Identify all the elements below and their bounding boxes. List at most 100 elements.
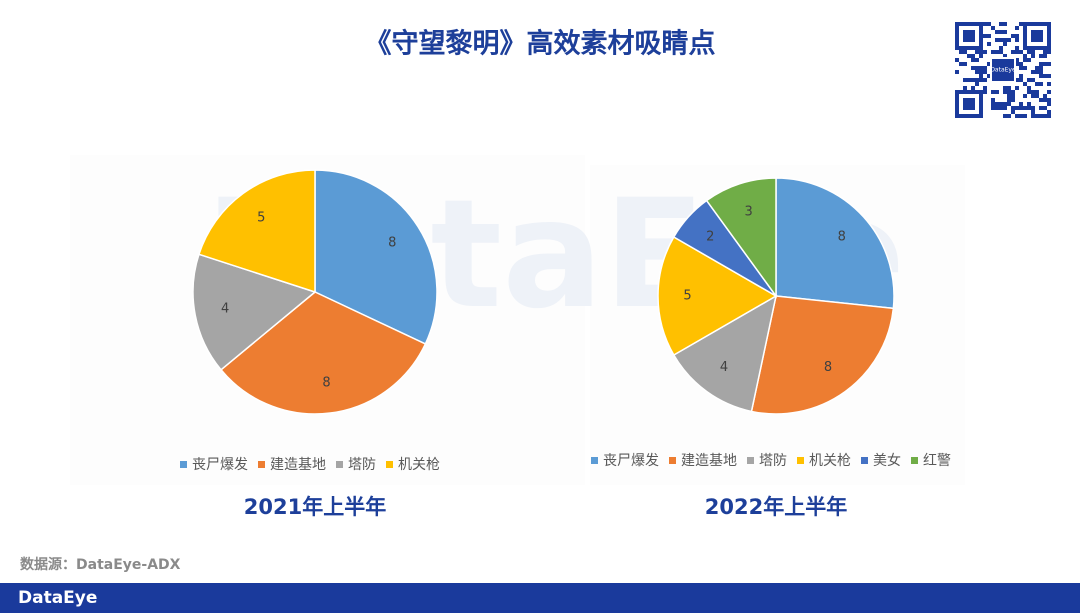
qr-cell (1003, 86, 1007, 90)
page-title: 《守望黎明》高效素材吸睛点 (365, 28, 716, 60)
qr-cell (1047, 114, 1051, 118)
qr-cell (1011, 106, 1015, 110)
qr-cell (1027, 50, 1031, 54)
legend-label: 红警 (923, 453, 951, 469)
data-label: 5 (683, 289, 691, 304)
qr-cell (1015, 34, 1019, 38)
qr-cell (987, 22, 991, 26)
qr-cell (1003, 22, 1007, 26)
legend-label: 机关枪 (809, 452, 851, 469)
qr-cell (1047, 74, 1051, 78)
qr-cell (1039, 66, 1043, 70)
qr-cell (1031, 110, 1035, 114)
qr-cell (1003, 102, 1007, 106)
qr-cell (987, 62, 991, 66)
qr-cell (975, 82, 979, 86)
qr-cell (979, 50, 983, 54)
legend-swatch (180, 461, 187, 468)
qr-cell (1047, 62, 1051, 66)
qr-cell (999, 102, 1003, 106)
qr-code: DataEye (955, 22, 1051, 118)
qr-cell (1019, 106, 1023, 110)
qr-cell (1035, 114, 1039, 118)
pie-slice (750, 295, 895, 415)
pie-slice (775, 177, 895, 310)
qr-cell (1023, 106, 1027, 110)
data-label: 8 (824, 360, 832, 375)
qr-cell (999, 106, 1003, 110)
qr-cell (1023, 54, 1027, 58)
legend-swatch (336, 461, 343, 468)
qr-cell (1019, 66, 1023, 70)
qr-cell (975, 50, 979, 54)
qr-cell (1039, 82, 1043, 86)
qr-cell (1031, 54, 1035, 58)
legend-label: 机关枪 (398, 456, 440, 473)
qr-cell (1039, 74, 1043, 78)
qr-cell (1019, 102, 1023, 106)
qr-cell (995, 90, 999, 94)
qr-cell (1043, 62, 1047, 66)
qr-cell (1027, 86, 1031, 90)
qr-cell (979, 78, 983, 82)
qr-cell (1039, 54, 1043, 58)
qr-logo (990, 57, 1016, 83)
pie-slice (219, 291, 427, 415)
qr-cell (999, 38, 1003, 42)
qr-cell (1003, 106, 1007, 110)
legend-swatch (747, 457, 754, 464)
qr-cell (999, 50, 1003, 54)
qr-cell (999, 22, 1003, 26)
qr-cell (955, 58, 959, 62)
legend-swatch (861, 457, 868, 464)
qr-cell (1039, 106, 1043, 110)
qr-cell (1035, 90, 1039, 94)
qr-cell (1031, 106, 1035, 110)
qr-cell (1003, 38, 1007, 42)
qr-cell (999, 46, 1003, 50)
qr-cell (1031, 114, 1035, 118)
qr-cell (1039, 62, 1043, 66)
qr-cell (1023, 66, 1027, 70)
qr-cell (1015, 106, 1019, 110)
qr-cell (1047, 90, 1051, 94)
qr-cell (1027, 102, 1031, 106)
qr-cell (999, 30, 1003, 34)
legend-label: 丧尸爆发 (603, 453, 659, 469)
qr-cell (983, 90, 987, 94)
qr-cell (995, 50, 999, 54)
qr-cell (963, 62, 967, 66)
qr-cell (1019, 50, 1023, 54)
qr-cell (991, 50, 995, 54)
qr-cell (979, 70, 983, 74)
data-label: 8 (388, 235, 396, 250)
pie-slice (672, 294, 778, 413)
qr-cell (1015, 46, 1019, 50)
qr-finder (1023, 22, 1051, 50)
data-label: 8 (322, 375, 330, 390)
legend-label: 美女 (873, 452, 901, 469)
data-label: 4 (221, 302, 229, 317)
legend-label: 建造基地 (681, 452, 737, 469)
qr-cell (1023, 94, 1027, 98)
qr-cell (1019, 114, 1023, 118)
qr-cell (1003, 114, 1007, 118)
chart-title: 2021年上半年 (244, 495, 386, 519)
legend-swatch (591, 457, 598, 464)
qr-cell (1011, 98, 1015, 102)
data-label: 3 (745, 204, 753, 219)
qr-cell (979, 54, 983, 58)
qr-cell (1043, 106, 1047, 110)
qr-cell (1027, 58, 1031, 62)
qr-cell (1007, 90, 1011, 94)
qr-cell (995, 30, 999, 34)
legend-swatch (797, 457, 804, 464)
qr-label: DataEye (990, 67, 1016, 74)
qr-cell (963, 50, 967, 54)
qr-cell (983, 34, 987, 38)
qr-cell (1031, 70, 1035, 74)
qr-cell (955, 70, 959, 74)
qr-cell (1007, 98, 1011, 102)
